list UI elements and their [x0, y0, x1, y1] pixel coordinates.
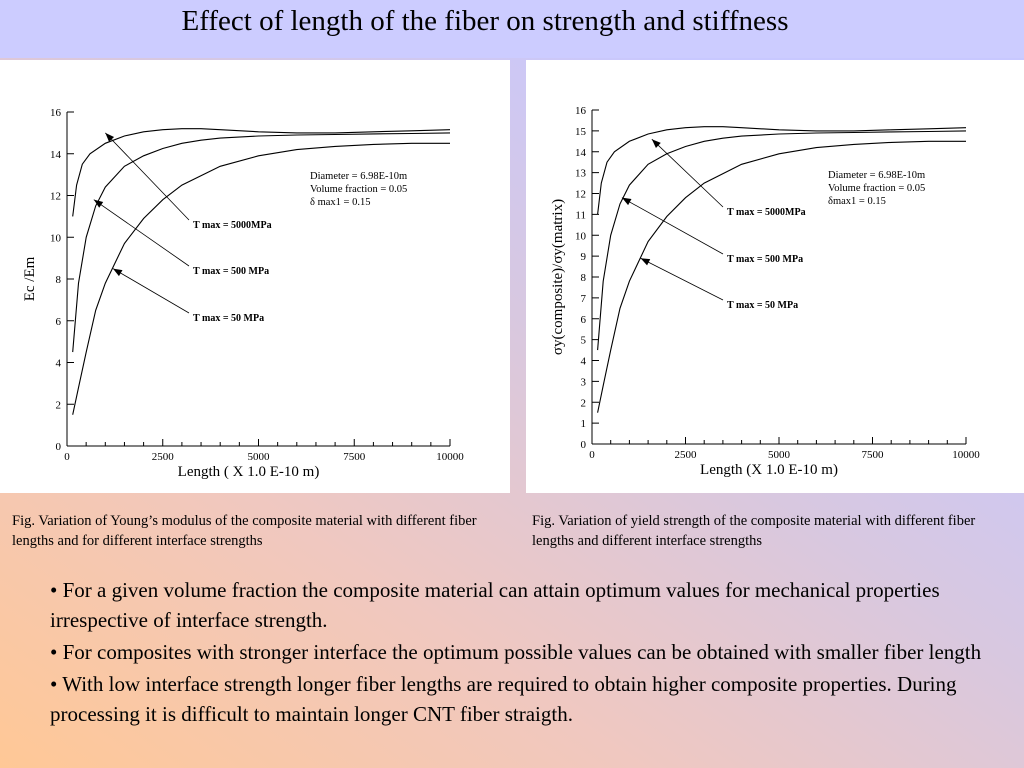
y-tick-label: 12	[50, 191, 61, 203]
y-tick-label: 16	[50, 107, 62, 119]
y-tick-label: 4	[56, 358, 62, 370]
series-label: T max = 500 MPa	[727, 254, 803, 265]
series-label: T max = 50 MPa	[193, 313, 264, 324]
y-tick-label: 9	[581, 251, 587, 263]
chart-youngs-modulus: 0 2500 5000 7500 10000 0 2 4 6 8 10 12 14 16 Length ( …	[22, 107, 464, 480]
y-tick-label: 0	[581, 439, 587, 451]
x-tick-label: 5000	[248, 451, 271, 463]
y-tick-label: 11	[575, 209, 586, 221]
chart-annotation: δ max1 = 0.15	[310, 197, 370, 208]
x-tick-label: 10000	[952, 449, 980, 461]
y-axis-label: σy(composite)/σy(matrix)	[550, 199, 566, 355]
x-tick-label: 5000	[768, 449, 791, 461]
x-tick-label: 7500	[343, 451, 366, 463]
series-label-arrow	[651, 138, 724, 208]
series-label-arrow	[112, 268, 190, 314]
x-axis-label: Length (X 1.0 E-10 m)	[700, 462, 838, 478]
series-line	[597, 130, 967, 351]
y-tick-label: 16	[575, 105, 587, 117]
y-tick-label: 10	[575, 230, 587, 242]
y-tick-label: 8	[56, 274, 62, 286]
chart-annotation: δmax1 = 0.15	[828, 196, 886, 207]
y-tick-label: 12	[575, 189, 586, 201]
arrowhead	[640, 258, 651, 266]
y-tick-label: 6	[56, 316, 62, 328]
y-tick-label: 14	[575, 147, 587, 159]
slide-title: Effect of length of the fiber on strengt…	[181, 5, 789, 37]
x-tick-label: 2500	[152, 451, 175, 463]
arrowhead	[105, 132, 115, 142]
x-tick-label: 0	[589, 449, 595, 461]
y-tick-label: 10	[50, 232, 62, 244]
x-tick-label: 10000	[436, 451, 464, 463]
series-line	[72, 132, 451, 353]
y-tick-label: 1	[581, 418, 587, 430]
chart-yield-strength: 0 2500 5000 7500 100000123456789101112131415…	[550, 105, 980, 478]
y-tick-label: 6	[581, 314, 587, 326]
y-tick-label: 4	[581, 356, 587, 368]
chart-panel-yield-strength: 0 2500 5000 7500 10000 0 1 2 3 4 5 6 7 8 9 10 11 12 13 14 15…	[526, 60, 1024, 493]
caption-yield-strength: Fig. Variation of yield strength of the …	[532, 513, 976, 549]
arrowhead	[93, 199, 104, 208]
series-label-arrow	[93, 199, 190, 267]
y-tick-label: 2	[56, 399, 62, 411]
chart-annotation: Diameter = 6.98E-10m	[310, 171, 407, 182]
x-tick-label: 7500	[862, 449, 885, 461]
x-tick-label: 0	[64, 451, 70, 463]
title-bar: Effect of length of the fiber on strengt…	[0, 0, 1024, 58]
bullet-item: • For composites with stronger interface…	[50, 640, 982, 664]
y-axis-label: Ec /Em	[22, 256, 38, 301]
chart-annotation: Volume fraction = 0.05	[828, 183, 925, 194]
y-tick-label: 8	[581, 272, 587, 284]
x-tick-label: 2500	[675, 449, 698, 461]
series-line	[72, 142, 450, 415]
y-tick-label: 15	[575, 126, 587, 138]
bullet-item: • For a given volume fraction the compos…	[50, 578, 940, 632]
y-tick-label: 13	[575, 168, 587, 180]
bullet-item: • With low interface strength longer fib…	[50, 672, 957, 726]
series-label: T max = 5000MPa	[193, 220, 272, 231]
arrowhead	[112, 268, 123, 277]
arrowhead	[651, 139, 661, 148]
chart-annotation: Diameter = 6.98E-10m	[828, 170, 925, 181]
bullet-list: • For a given volume fraction the compos…	[50, 575, 1010, 729]
series-line	[597, 140, 966, 413]
x-axis-label: Length ( X 1.0 E-10 m)	[178, 464, 320, 480]
series-label: T max = 500 MPa	[193, 266, 269, 277]
y-tick-label: 3	[581, 376, 587, 388]
series-label: T max = 50 MPa	[727, 300, 798, 311]
y-tick-label: 5	[581, 335, 587, 347]
chart-annotation: Volume fraction = 0.05	[310, 184, 407, 195]
y-tick-label: 0	[56, 441, 62, 453]
series-line	[72, 128, 451, 217]
series-label-arrow	[105, 132, 190, 221]
series-label-arrow	[640, 257, 724, 301]
y-tick-label: 2	[581, 397, 587, 409]
series-label: T max = 5000MPa	[727, 207, 806, 218]
caption-youngs-modulus: Fig. Variation of Young’s modulus of the…	[12, 513, 477, 549]
arrowhead	[621, 197, 632, 206]
y-tick-label: 14	[50, 149, 62, 161]
series-label-arrow	[621, 197, 724, 255]
y-tick-label: 7	[581, 293, 587, 305]
series-line	[597, 126, 967, 215]
chart-panel-youngs-modulus: 0 2500 5000 7500 10000 0 2 4 6 8 10 12 14 16 Length ( …	[0, 60, 510, 493]
